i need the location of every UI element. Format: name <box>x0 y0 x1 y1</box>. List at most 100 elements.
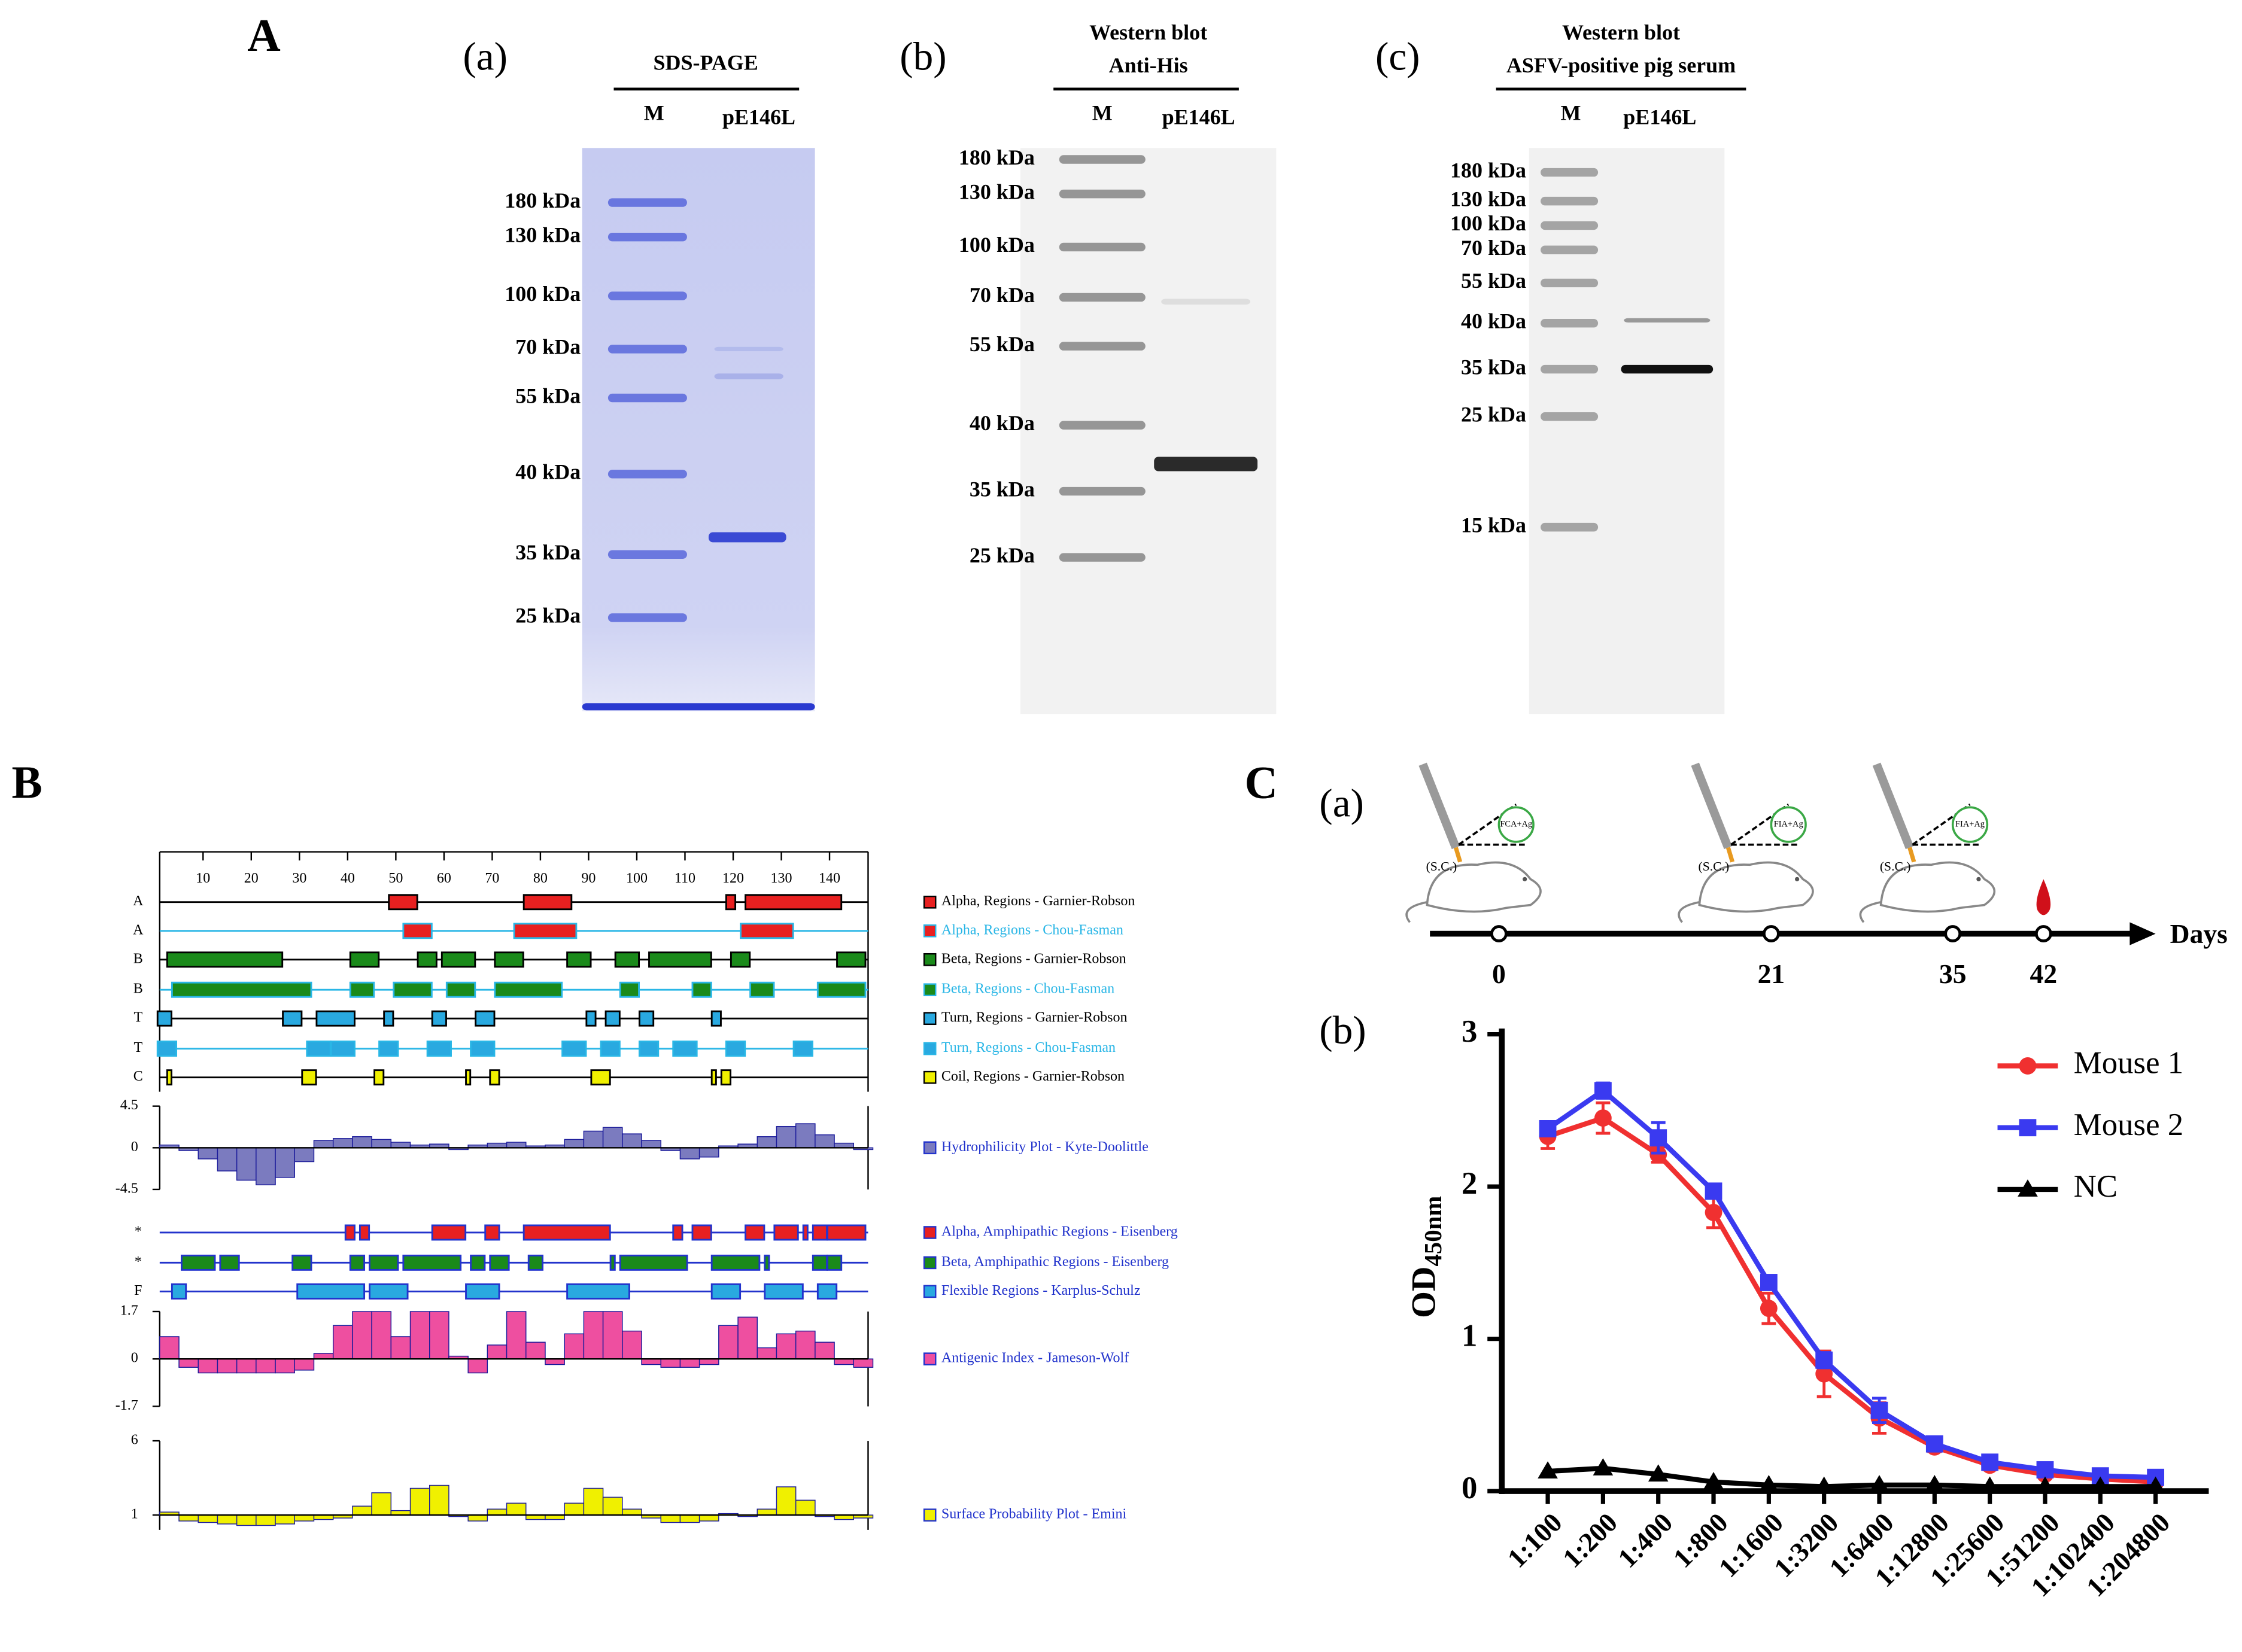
region <box>417 951 438 968</box>
profile-bar <box>776 1486 797 1516</box>
y-tick-label: -4.5 <box>116 1181 138 1196</box>
marker-label: 25 kDa <box>515 604 581 628</box>
region <box>156 1010 172 1027</box>
profile-bar <box>757 1136 777 1149</box>
panel-letter: B <box>12 757 42 808</box>
y-tick-label: 3 <box>1462 1014 1477 1049</box>
legend-swatch <box>923 1226 937 1239</box>
legend-text: Turn, Regions - Garnier-Robson <box>941 1010 1128 1026</box>
marker <box>1813 1476 1834 1494</box>
region <box>619 1254 688 1271</box>
sample-band <box>1624 318 1711 323</box>
marker <box>1649 1146 1667 1164</box>
profile-bar <box>294 1358 315 1371</box>
region <box>527 1254 543 1271</box>
region <box>475 1010 496 1027</box>
lane-label: M <box>1092 101 1113 124</box>
marker <box>1869 1475 1889 1492</box>
region <box>440 951 476 968</box>
legend-text: Hydrophilicity Plot - Kyte-Doolittle <box>941 1139 1149 1155</box>
marker-label: 55 kDa <box>1461 269 1526 293</box>
gel-title: SDS-PAGE <box>653 50 758 74</box>
injection-site <box>1730 804 1800 846</box>
region <box>585 1010 597 1027</box>
marker <box>1815 1351 1833 1369</box>
legend-text: Flexible Regions - Karplus-Schulz <box>941 1283 1141 1298</box>
profile-bar <box>332 1138 353 1149</box>
panel-letter: C <box>1244 757 1277 808</box>
region <box>710 1283 742 1300</box>
marker <box>1594 1082 1612 1100</box>
profile-bar <box>294 1514 315 1522</box>
profile-bar <box>602 1496 623 1516</box>
legend-swatch <box>923 1285 937 1298</box>
region <box>431 1224 467 1241</box>
marker-band <box>607 291 687 300</box>
region <box>749 981 775 998</box>
marker-band <box>1059 553 1146 562</box>
marker-label: 70 kDa <box>515 335 581 359</box>
region <box>494 981 563 998</box>
region <box>349 951 380 968</box>
region <box>614 951 640 968</box>
legend-swatch <box>923 1352 937 1366</box>
region <box>826 1254 843 1271</box>
series-line <box>1546 1087 2156 1480</box>
profile-bar <box>236 1358 257 1374</box>
region <box>638 1041 660 1057</box>
mouse-icon <box>1678 861 1814 923</box>
profile-bar <box>564 1333 585 1359</box>
panel-sub-label: (b) <box>900 34 946 78</box>
region <box>725 1041 746 1057</box>
profile-bar <box>545 1358 565 1365</box>
sample-band <box>714 346 783 352</box>
region <box>773 1224 799 1241</box>
marker-label: 100 kDa <box>505 282 581 306</box>
profile-bar <box>467 1358 488 1374</box>
x-tick-label: 130 <box>771 871 792 886</box>
profile-bar <box>757 1347 777 1359</box>
marker <box>1649 1129 1667 1147</box>
legend-text: Mouse 1 <box>2074 1046 2183 1081</box>
marker <box>2035 1476 2055 1494</box>
region <box>816 1283 838 1300</box>
day-label: 35 <box>1939 959 1967 989</box>
region <box>764 1254 770 1271</box>
profile-bar <box>795 1499 816 1516</box>
track-label: A <box>133 893 144 909</box>
legend-text: Antigenic Index - Jameson-Wolf <box>941 1350 1129 1366</box>
lane-label: pE146L <box>1162 105 1235 129</box>
region <box>590 1069 611 1086</box>
track-label: A <box>133 922 144 938</box>
legend-swatch <box>923 1042 937 1055</box>
marker <box>1760 1300 1778 1318</box>
y-tick-label: 2 <box>1462 1166 1477 1201</box>
track-label: B <box>133 981 143 997</box>
marker <box>1593 1458 1614 1475</box>
marker-label: 130 kDa <box>1450 187 1526 211</box>
region <box>349 1254 366 1271</box>
adjuvant-circle <box>1951 806 1989 843</box>
marker <box>2019 1057 2037 1075</box>
profile-bar <box>583 1311 604 1359</box>
marker-band <box>607 550 687 559</box>
lane-label: M <box>1560 101 1581 124</box>
injection-site <box>1458 804 1528 846</box>
legend-swatch <box>923 1012 937 1026</box>
marker <box>1538 1461 1558 1479</box>
marker <box>1705 1203 1722 1221</box>
region <box>315 1010 356 1027</box>
legend-swatch <box>923 953 937 966</box>
profile-bar <box>198 1358 218 1374</box>
legend-swatch <box>923 983 937 997</box>
profile-bar <box>390 1336 411 1359</box>
profile-bar <box>698 1514 719 1522</box>
mouse-icon <box>1859 861 1995 923</box>
track-label: * <box>135 1254 142 1270</box>
mouse-eye <box>1795 877 1800 881</box>
marker-label: 40 kDa <box>515 460 581 484</box>
profile-bar <box>236 1147 257 1181</box>
y-tick-label: 1 <box>1462 1319 1477 1353</box>
region <box>306 1041 332 1057</box>
legend-text: Surface Probability Plot - Emini <box>941 1507 1127 1522</box>
